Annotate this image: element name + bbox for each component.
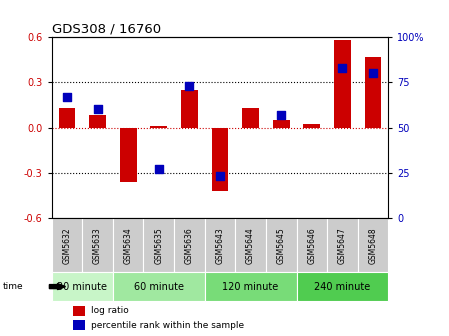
Bar: [174, 218, 205, 272]
Bar: [211, 127, 229, 191]
Point: [277, 112, 285, 118]
Bar: [296, 218, 327, 272]
Text: 30 minute: 30 minute: [57, 282, 107, 292]
Bar: [52, 218, 82, 272]
Bar: [273, 120, 290, 127]
Bar: [73, 306, 85, 316]
Bar: [89, 116, 106, 127]
Bar: [52, 272, 113, 301]
Bar: [150, 126, 167, 127]
Bar: [242, 108, 259, 127]
Point: [339, 65, 346, 71]
Point: [216, 174, 224, 179]
Text: GSM5643: GSM5643: [216, 227, 224, 263]
Bar: [235, 218, 266, 272]
Bar: [181, 90, 198, 127]
Bar: [205, 272, 296, 301]
Point: [155, 166, 163, 172]
Text: log ratio: log ratio: [92, 306, 129, 315]
Bar: [144, 218, 174, 272]
Bar: [365, 56, 382, 127]
Bar: [113, 272, 205, 301]
Text: GDS308 / 16760: GDS308 / 16760: [52, 23, 161, 36]
Text: GSM5634: GSM5634: [123, 227, 132, 263]
Bar: [334, 40, 351, 127]
Text: 60 minute: 60 minute: [134, 282, 184, 292]
Bar: [120, 127, 136, 182]
Text: 240 minute: 240 minute: [314, 282, 370, 292]
Bar: [358, 218, 388, 272]
Text: GSM5648: GSM5648: [369, 227, 378, 263]
Text: percentile rank within the sample: percentile rank within the sample: [92, 321, 245, 330]
Point: [63, 94, 70, 99]
Text: GSM5633: GSM5633: [93, 227, 102, 263]
Bar: [296, 272, 388, 301]
Point: [94, 107, 101, 112]
Text: GSM5644: GSM5644: [246, 227, 255, 263]
Bar: [327, 218, 358, 272]
Bar: [82, 218, 113, 272]
Bar: [304, 124, 320, 127]
Bar: [58, 108, 75, 127]
Bar: [113, 218, 144, 272]
Bar: [73, 320, 85, 330]
Text: GSM5645: GSM5645: [277, 227, 286, 263]
Text: time: time: [2, 282, 23, 291]
Bar: [205, 218, 235, 272]
Bar: [266, 218, 296, 272]
Text: GSM5647: GSM5647: [338, 227, 347, 263]
Point: [370, 71, 377, 76]
Text: GSM5632: GSM5632: [62, 227, 71, 263]
Text: GSM5635: GSM5635: [154, 227, 163, 263]
Text: 120 minute: 120 minute: [223, 282, 279, 292]
Point: [186, 83, 193, 89]
Text: GSM5636: GSM5636: [185, 227, 194, 263]
Text: GSM5646: GSM5646: [308, 227, 317, 263]
